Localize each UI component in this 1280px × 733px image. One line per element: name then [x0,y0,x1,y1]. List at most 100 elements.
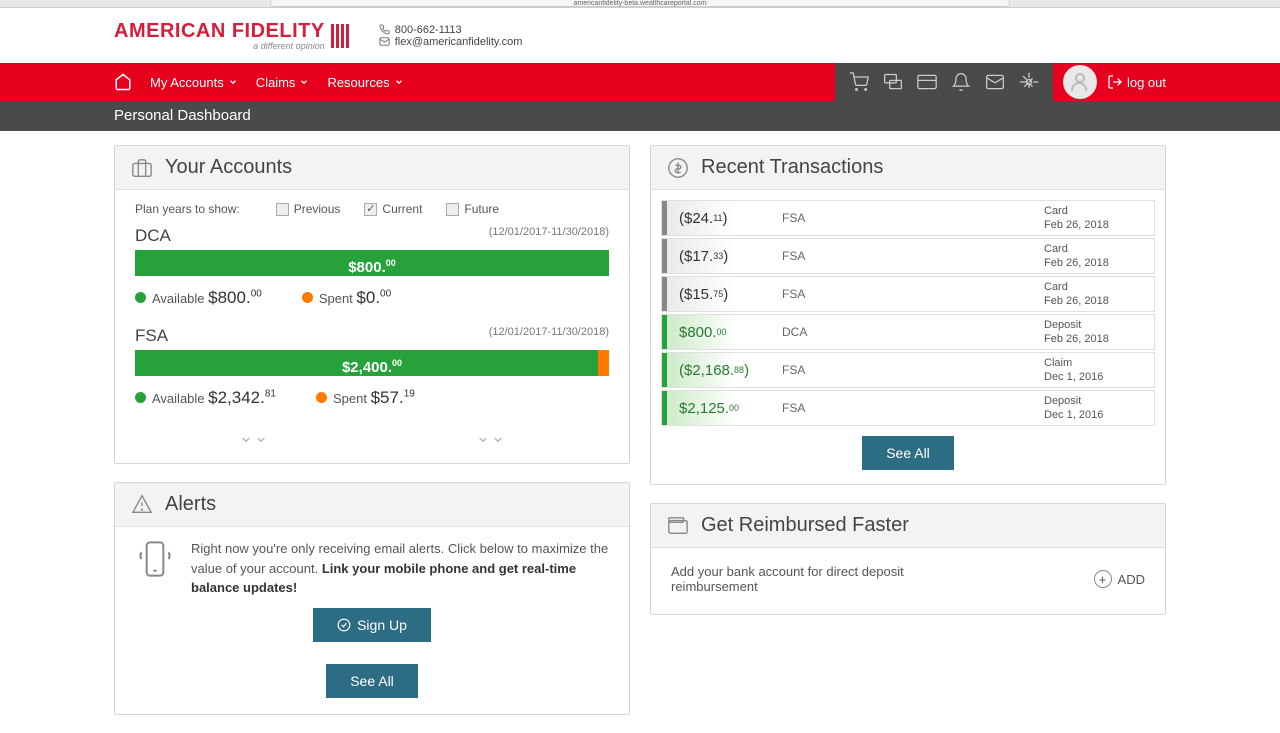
transaction-meta: ClaimDec 1, 2016 [1044,356,1154,385]
phone-number: 800-662-1113 [395,24,462,36]
transaction-account: FSA [782,211,902,225]
transaction-amount: $2,125.00 [662,391,782,425]
transaction-account: FSA [782,249,902,263]
site-header: AMERICAN FIDELITY a different opinion 80… [0,8,1280,63]
transaction-amount: $800.00 [662,315,782,349]
logo[interactable]: AMERICAN FIDELITY a different opinion [114,20,349,51]
account-name: FSA(12/01/2017-11/30/2018) [135,326,609,346]
transaction-amount: ($17.33) [662,239,782,273]
account-dates: (12/01/2017-11/30/2018) [489,326,609,338]
chevron-down-icon [228,77,238,87]
wallet-icon [667,515,689,537]
checkbox-icon [364,203,377,216]
available-value: Available $800.00 [135,288,262,308]
expand-left[interactable]: ⌄⌄ [238,426,268,447]
gear-icon[interactable] [1019,72,1039,92]
nav-my-accounts[interactable]: My Accounts [150,75,238,90]
filter-future[interactable]: Future [446,202,499,216]
card-icon[interactable] [917,72,937,92]
transaction-row[interactable]: ($15.75)FSA CardFeb 26, 2018 [661,276,1155,312]
transaction-row[interactable]: ($2,168.88)FSA ClaimDec 1, 2016 [661,352,1155,388]
reimbursed-panel: Get Reimbursed Faster Add your bank acco… [650,503,1166,615]
chat-icon[interactable] [883,72,903,92]
dollar-circle-icon [667,157,689,179]
expand-right[interactable]: ⌄⌄ [475,426,505,447]
account-dca: DCA(12/01/2017-11/30/2018) $800.00 Availab… [135,226,609,308]
bell-icon[interactable] [951,72,971,92]
cart-icon[interactable] [849,72,869,92]
transaction-amount: ($24.11) [662,201,782,235]
signup-button[interactable]: Sign Up [313,608,431,642]
filter-current[interactable]: Current [364,202,422,216]
check-circle-icon [337,618,351,632]
spent-value: Spent $0.00 [302,288,391,308]
reimbursed-title: Get Reimbursed Faster [701,514,909,537]
transaction-row[interactable]: ($24.11)FSA CardFeb 26, 2018 [661,200,1155,236]
mail-icon[interactable] [985,72,1005,92]
plan-label: Plan years to show: [135,202,240,216]
brand-name: AMERICAN FIDELITY [114,20,325,42]
transaction-row[interactable]: ($17.33)FSA CardFeb 26, 2018 [661,238,1155,274]
alert-triangle-icon [131,494,153,516]
browser-chrome: americanfidelity-beta.wealthcareportal.c… [0,0,1280,8]
utility-icons [835,63,1053,101]
filter-previous[interactable]: Previous [276,202,341,216]
accounts-title: Your Accounts [165,156,292,179]
nav-claims[interactable]: Claims [256,75,310,90]
url-bar: americanfidelity-beta.wealthcareportal.c… [270,0,1010,7]
checkbox-icon [276,203,289,216]
primary-nav: My Accounts Claims Resources log out [0,63,1280,101]
transaction-account: FSA [782,363,902,377]
plan-filter-row: Plan years to show: Previous Current Futur… [135,202,609,216]
alerts-title: Alerts [165,493,216,516]
transactions-see-all-button[interactable]: See All [862,436,954,470]
page-title: Personal Dashboard [114,101,1166,131]
account-bar[interactable]: $2,400.00 [135,350,609,376]
contact-info: 800-662-1113 flex@americanfidelity.com [379,24,523,48]
reimbursed-text: Add your bank account for direct deposit… [671,564,971,594]
logo-bars-icon [331,24,349,48]
logout-icon [1107,74,1123,90]
transaction-amount: ($2,168.88) [662,353,782,387]
phone-icon [379,24,390,35]
logout-button[interactable]: log out [1107,74,1166,90]
plus-circle-icon: + [1094,570,1112,588]
email-icon [379,36,390,47]
transaction-meta: CardFeb 26, 2018 [1044,280,1154,309]
alerts-panel: Alerts Right now you're only receiving e… [114,482,630,715]
transaction-amount: ($15.75) [662,277,782,311]
alerts-see-all-button[interactable]: See All [326,664,418,698]
transaction-meta: DepositDec 1, 2016 [1044,394,1154,423]
transaction-account: FSA [782,287,902,301]
nav-resources[interactable]: Resources [327,75,403,90]
brand-tagline: a different opinion [114,41,325,51]
transaction-meta: DepositFeb 26, 2018 [1044,318,1154,347]
available-value: Available $2,342.81 [135,388,276,408]
home-icon[interactable] [114,73,132,91]
account-bar[interactable]: $800.00 [135,250,609,276]
alerts-text: Right now you're only receiving email al… [191,539,609,598]
account-fsa: FSA(12/01/2017-11/30/2018) $2,400.00 Avail… [135,326,609,408]
transactions-panel: Recent Transactions ($24.11)FSACardFeb 2… [650,145,1166,485]
chevron-down-icon [299,77,309,87]
checkbox-icon [446,203,459,216]
spent-value: Spent $57.19 [316,388,415,408]
page-title-bar: Personal Dashboard [0,101,1280,131]
transaction-row[interactable]: $2,125.00FSA DepositDec 1, 2016 [661,390,1155,426]
add-bank-button[interactable]: + ADD [1094,570,1145,588]
transactions-title: Recent Transactions [701,156,883,179]
transaction-meta: CardFeb 26, 2018 [1044,242,1154,271]
account-dates: (12/01/2017-11/30/2018) [489,226,609,238]
transaction-row[interactable]: $800.00DCA DepositFeb 26, 2018 [661,314,1155,350]
email-address: flex@americanfidelity.com [395,36,523,48]
transaction-account: DCA [782,325,902,339]
person-icon [1068,70,1092,94]
briefcase-icon [131,157,153,179]
mobile-vibrate-icon [135,539,175,579]
account-name: DCA(12/01/2017-11/30/2018) [135,226,609,246]
transaction-account: FSA [782,401,902,415]
chevron-down-icon [394,77,404,87]
transaction-meta: CardFeb 26, 2018 [1044,204,1154,233]
accounts-panel: Your Accounts Plan years to show: Previo… [114,145,630,464]
avatar[interactable] [1063,65,1097,99]
